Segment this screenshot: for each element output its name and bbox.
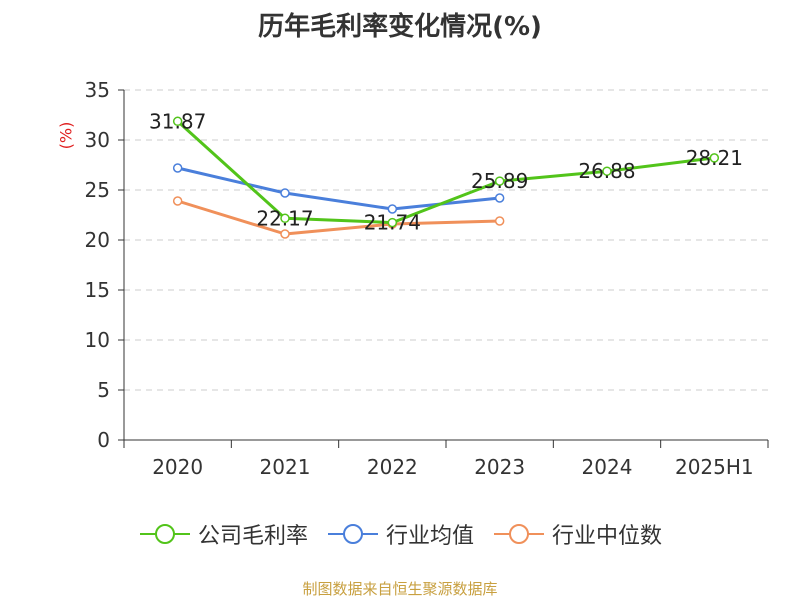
x-tick-label: 2022 xyxy=(367,455,418,479)
data-label: 22.17 xyxy=(256,206,313,230)
data-label: 26.88 xyxy=(578,159,635,183)
data-point xyxy=(280,229,290,239)
data-point xyxy=(494,216,505,226)
y-tick-label: 20 xyxy=(85,228,110,252)
x-tick-label: 2020 xyxy=(152,455,203,479)
y-tick-label: 5 xyxy=(97,378,110,402)
y-tick-label: 35 xyxy=(85,78,110,102)
data-point xyxy=(387,217,398,228)
series-line xyxy=(177,166,500,211)
data-label: 31.87 xyxy=(149,109,206,133)
data-label: 25.89 xyxy=(471,169,528,193)
x-tick-label: 2021 xyxy=(260,455,311,479)
x-tick-label: 2023 xyxy=(474,455,525,479)
data-point xyxy=(172,116,183,127)
legend-label: 行业均值 xyxy=(385,524,474,549)
chart-title: 历年毛利率变化情况(%) xyxy=(258,12,542,42)
legend-line-icon xyxy=(494,524,544,544)
legend-line-icon xyxy=(327,524,378,544)
data-label: 28.21 xyxy=(686,146,743,170)
data-point xyxy=(602,166,612,176)
y-tick-label: 25 xyxy=(85,178,110,202)
data-point xyxy=(172,196,183,206)
y-tick-label: 15 xyxy=(85,278,110,302)
data-point xyxy=(172,163,183,173)
source-footer: 制图数据来自恒生聚源数据库 xyxy=(302,580,498,598)
y-tick-label: 0 xyxy=(97,428,110,452)
legend-item[interactable]: 公司毛利率 xyxy=(138,518,308,550)
data-point xyxy=(280,213,290,224)
data-point xyxy=(494,193,505,203)
data-point xyxy=(280,188,290,198)
y-tick-label: 10 xyxy=(85,328,110,352)
x-tick-label: 2025H1 xyxy=(675,455,754,479)
data-label: 21.74 xyxy=(364,211,421,235)
legend-label: 行业中位数 xyxy=(552,524,663,549)
y-tick-label: 30 xyxy=(85,128,110,152)
series-line xyxy=(177,199,500,236)
data-point xyxy=(387,204,398,214)
legend-item[interactable]: 行业均值 xyxy=(326,518,474,550)
legend-item[interactable]: 行业中位数 xyxy=(492,518,662,550)
data-point xyxy=(494,176,505,186)
legend: 公司毛利率 行业均值 行业中位数 xyxy=(0,518,800,550)
data-point xyxy=(709,153,720,163)
legend-label: 公司毛利率 xyxy=(197,524,308,549)
series-line xyxy=(176,120,715,225)
legend-line-icon xyxy=(139,524,190,544)
x-tick-label: 2024 xyxy=(582,455,633,479)
